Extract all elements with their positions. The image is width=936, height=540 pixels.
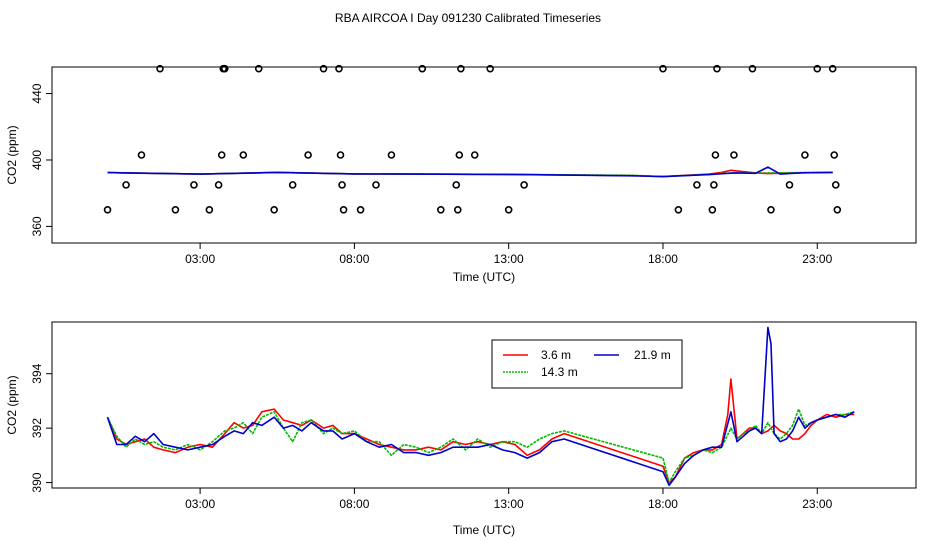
- bottom-series-lines: [106, 326, 855, 487]
- top-x-tick-label: 08:00: [339, 252, 369, 266]
- top-y-tick-label: 360: [30, 216, 44, 236]
- top-x-tick-label: 13:00: [494, 252, 524, 266]
- figure-title: RBA AIRCOA I Day 091230 Calibrated Times…: [335, 11, 601, 25]
- bottom-x-tick-label: 03:00: [185, 497, 215, 511]
- scatter-point: [833, 205, 842, 214]
- scatter-point: [387, 151, 396, 159]
- bottom-x-tick-label: 18:00: [648, 497, 678, 511]
- legend-label-14-3m: 14.3 m: [541, 365, 578, 379]
- scatter-point: [254, 64, 263, 73]
- bottom-y-tick-label: 390: [30, 472, 44, 492]
- top-y-axis: 360 400 440: [30, 83, 52, 236]
- scatter-point: [335, 64, 343, 73]
- top-y-tick-label: 400: [30, 150, 44, 170]
- top-x-axis: 03:00 08:00 13:00 18:00 23:00: [185, 243, 833, 266]
- scatter-point: [190, 181, 198, 189]
- scatter-point: [813, 64, 822, 73]
- scatter-point: [214, 181, 223, 189]
- scatter-point: [828, 64, 837, 73]
- scatter-point: [452, 181, 461, 189]
- legend-label-3-6m: 3.6 m: [541, 348, 571, 362]
- top-series-lines: [107, 166, 833, 178]
- scatter-point: [339, 205, 348, 214]
- scatter-point: [171, 205, 180, 214]
- scatter-point: [103, 205, 112, 214]
- bottom-y-axis: 390 392 394: [30, 363, 52, 493]
- scatter-point: [239, 151, 248, 159]
- bottom-series-line-21-9-m: [106, 326, 855, 487]
- top-x-tick-label: 23:00: [802, 252, 832, 266]
- scatter-point: [455, 151, 464, 159]
- top-y-axis-label: CO2 (ppm): [5, 125, 19, 184]
- scatter-point: [205, 205, 214, 214]
- legend-box: [491, 339, 683, 389]
- scatter-point: [470, 151, 479, 159]
- scatter-point: [156, 64, 164, 73]
- scatter-point: [831, 181, 840, 189]
- scatter-point: [830, 151, 839, 159]
- top-x-tick-label: 03:00: [185, 252, 215, 266]
- scatter-point: [221, 64, 229, 73]
- scatter-point: [217, 151, 226, 159]
- scatter-point: [748, 64, 757, 73]
- top-panel: 03:00 08:00 13:00 18:00 23:00 360 400 440 Time…: [5, 64, 917, 284]
- legend: 3.6 m 21.9 m 14.3 m: [491, 339, 683, 389]
- top-plot-frame: [51, 66, 917, 244]
- bottom-panel: 03:00 08:00 13:00 18:00 23:00 390 392 394 Time…: [5, 321, 917, 537]
- scatter-point: [270, 205, 278, 214]
- scatter-point: [372, 181, 380, 189]
- bottom-x-tick-label: 23:00: [802, 497, 832, 511]
- scatter-point: [674, 205, 683, 214]
- bottom-series-line-3-6-m: [106, 378, 855, 484]
- scatter-point: [304, 151, 312, 159]
- scatter-point: [801, 151, 809, 159]
- scatter-point: [418, 64, 427, 73]
- scatter-point: [288, 181, 297, 189]
- scatter-point: [486, 64, 494, 73]
- top-series-line-21-9-m: [107, 166, 833, 178]
- bottom-x-tick-label: 13:00: [494, 497, 524, 511]
- scatter-point: [453, 205, 462, 214]
- bottom-x-axis-label: Time (UTC): [453, 523, 515, 537]
- scatter-point: [356, 205, 365, 214]
- scatter-point: [520, 181, 528, 189]
- scatter-point: [711, 151, 720, 159]
- scatter-point: [713, 64, 721, 73]
- scatter-point: [457, 64, 465, 73]
- scatter-point: [785, 181, 794, 189]
- bottom-plot-frame: [51, 321, 917, 489]
- bottom-series-line-14-3-m: [106, 408, 855, 484]
- scatter-point: [659, 64, 667, 73]
- bottom-y-tick-label: 394: [30, 363, 44, 383]
- bottom-x-tick-label: 08:00: [339, 497, 369, 511]
- bottom-x-axis: 03:00 08:00 13:00 18:00 23:00: [185, 488, 833, 511]
- legend-label-21-9m: 21.9 m: [634, 348, 671, 362]
- bottom-y-axis-label: CO2 (ppm): [5, 375, 19, 434]
- scatter-point: [708, 205, 717, 214]
- scatter-point: [336, 151, 345, 159]
- scatter-point: [767, 205, 775, 214]
- scatter-point: [436, 205, 445, 214]
- bottom-y-tick-label: 392: [30, 418, 44, 438]
- scatter-point: [693, 181, 701, 189]
- scatter-point: [730, 151, 738, 159]
- scatter-point: [137, 151, 146, 159]
- scatter-point: [338, 181, 346, 189]
- scatter-point: [122, 181, 130, 189]
- scatter-point: [710, 181, 718, 189]
- scatter-point: [319, 64, 328, 73]
- top-x-tick-label: 18:00: [648, 252, 678, 266]
- top-x-axis-label: Time (UTC): [453, 270, 515, 284]
- top-scatter-points: [103, 64, 842, 214]
- scatter-point: [504, 205, 513, 214]
- top-y-tick-label: 440: [30, 83, 44, 103]
